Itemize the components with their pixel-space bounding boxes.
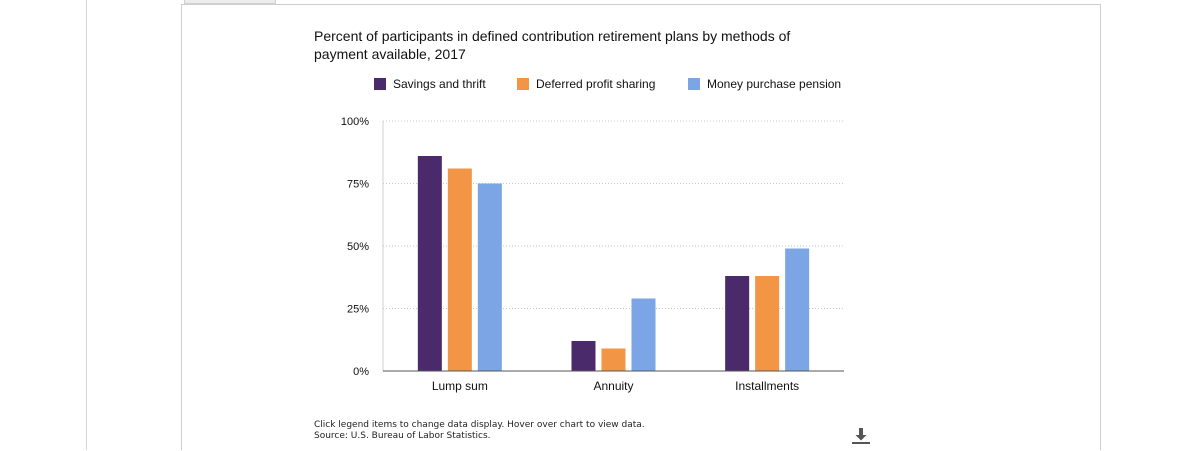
legend-swatch <box>688 78 700 90</box>
x-axis-ticks: Lump sum Annuity Installments <box>432 379 799 393</box>
bar[interactable] <box>755 276 780 371</box>
page-divider <box>86 0 87 450</box>
y-tick-label: 75% <box>347 179 369 191</box>
y-tick-label: 0% <box>353 366 369 378</box>
bar[interactable] <box>571 341 596 371</box>
bar[interactable] <box>785 248 810 372</box>
legend-label: Money purchase pension <box>707 77 842 91</box>
bar[interactable] <box>447 168 472 372</box>
x-tick-label: Lump sum <box>432 379 488 393</box>
footer-source: Source: U.S. Bureau of Labor Statistics. <box>314 431 491 441</box>
legend-label: Savings and thrift <box>393 77 486 91</box>
legend-swatch <box>517 78 529 90</box>
bar-chart[interactable]: 0% 25% 50% 75% 100% Lump sum Annuity Installme… <box>300 100 860 400</box>
y-tick-label: 100% <box>341 116 369 128</box>
tab-stub[interactable] <box>184 0 276 4</box>
chart-title: Percent of participants in defined contr… <box>314 28 791 62</box>
chart-panel <box>181 4 1101 450</box>
y-axis-ticks: 0% 25% 50% 75% 100% <box>341 116 369 378</box>
y-tick-label: 25% <box>347 304 369 316</box>
bar[interactable] <box>631 298 656 372</box>
download-icon[interactable] <box>851 426 871 446</box>
x-tick-label: Installments <box>735 379 799 393</box>
bar[interactable] <box>417 156 442 371</box>
bar[interactable] <box>725 276 750 371</box>
chart-footer: Click legend items to change data displa… <box>314 420 645 442</box>
footer-note: Click legend items to change data displa… <box>314 420 645 430</box>
legend-swatch <box>374 78 386 90</box>
bar[interactable] <box>477 183 502 372</box>
x-tick-label: Annuity <box>593 379 633 393</box>
bars[interactable] <box>417 156 810 372</box>
bar[interactable] <box>601 348 626 372</box>
legend-label: Deferred profit sharing <box>536 77 656 91</box>
y-tick-label: 50% <box>347 241 369 253</box>
